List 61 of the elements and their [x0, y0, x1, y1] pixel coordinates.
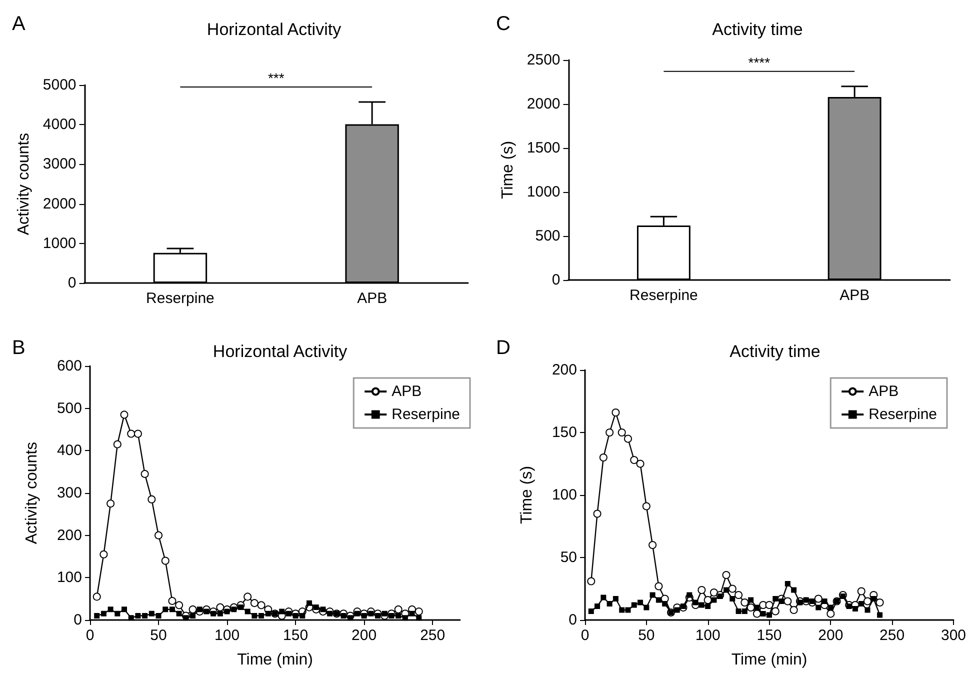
y-tick-label: 600 — [56, 358, 82, 374]
y-axis-title: Time (s) — [500, 140, 516, 200]
y-tick-label: 200 — [552, 362, 577, 378]
text: B — [12, 337, 26, 359]
x-tick-label: Reserpine — [630, 287, 698, 304]
legend-label: Reserpine — [868, 406, 938, 423]
y-tick-label: 0 — [552, 272, 560, 288]
x-axis-title: Time (min) — [237, 652, 313, 668]
x-tick-label: Reserpine — [146, 290, 214, 307]
legend-label: APB — [868, 383, 899, 400]
annotation: *** — [268, 70, 285, 86]
x-tick-label: 0 — [580, 627, 590, 644]
chart-title: Activity time — [712, 20, 803, 39]
y-tick-label: 100 — [552, 486, 577, 504]
x-tick-label: 200 — [818, 627, 844, 644]
y-tick-label: 3000 — [42, 156, 76, 173]
x-tick-label: 150 — [283, 627, 308, 644]
x-tick-label: 150 — [756, 627, 782, 644]
y-tick-label: 1500 — [526, 140, 560, 156]
y-tick-label: 50 — [560, 549, 577, 566]
x-tick-label: 50 — [638, 627, 655, 644]
text: D — [496, 337, 510, 359]
y-tick-label: 150 — [552, 424, 577, 441]
y-tick-label: 1000 — [42, 234, 76, 252]
legend-label: APB — [392, 383, 422, 400]
x-tick-label: 250 — [880, 627, 905, 644]
x-tick-label: 50 — [150, 627, 167, 644]
y-tick-label: 200 — [56, 526, 82, 544]
text: A — [12, 13, 26, 35]
y-tick-label: 400 — [56, 442, 82, 460]
legend-label: Reserpine — [392, 406, 460, 423]
y-tick-label: 100 — [56, 569, 82, 586]
text: C — [496, 13, 510, 35]
y-tick-label: 500 — [56, 400, 82, 417]
x-tick-label: 100 — [695, 627, 720, 644]
x-tick-label: 200 — [352, 627, 377, 644]
y-tick-label: 0 — [568, 612, 577, 628]
chart-title: Horizontal Activity — [206, 20, 342, 39]
x-tick-label: 100 — [214, 627, 240, 644]
y-tick-label: 4000 — [42, 116, 76, 134]
y-tick-label: 2500 — [526, 52, 560, 68]
y-tick-label: 0 — [68, 274, 76, 292]
x-tick-label: APB — [357, 290, 388, 307]
x-tick-label: 250 — [420, 627, 446, 644]
annotation: **** — [748, 54, 771, 70]
y-axis-title: Activity counts — [16, 132, 32, 236]
y-tick-label: 2000 — [42, 195, 76, 212]
y-tick-label: 300 — [56, 484, 82, 502]
x-tick-label: 0 — [86, 627, 94, 644]
x-tick-label: 300 — [940, 627, 966, 644]
y-axis-title: Time (s) — [518, 466, 536, 524]
y-tick-label: 0 — [74, 612, 82, 628]
y-axis-title: Activity counts — [24, 442, 40, 544]
y-tick-label: 500 — [535, 228, 560, 244]
y-tick-label: 2000 — [526, 96, 560, 112]
y-tick-label: 5000 — [42, 76, 76, 94]
chart-title: Horizontal Activity — [212, 342, 348, 361]
x-axis-title: Time (min) — [731, 652, 808, 668]
x-tick-label: APB — [840, 287, 870, 304]
chart-title: Activity time — [730, 342, 820, 361]
y-tick-label: 1000 — [526, 184, 560, 200]
